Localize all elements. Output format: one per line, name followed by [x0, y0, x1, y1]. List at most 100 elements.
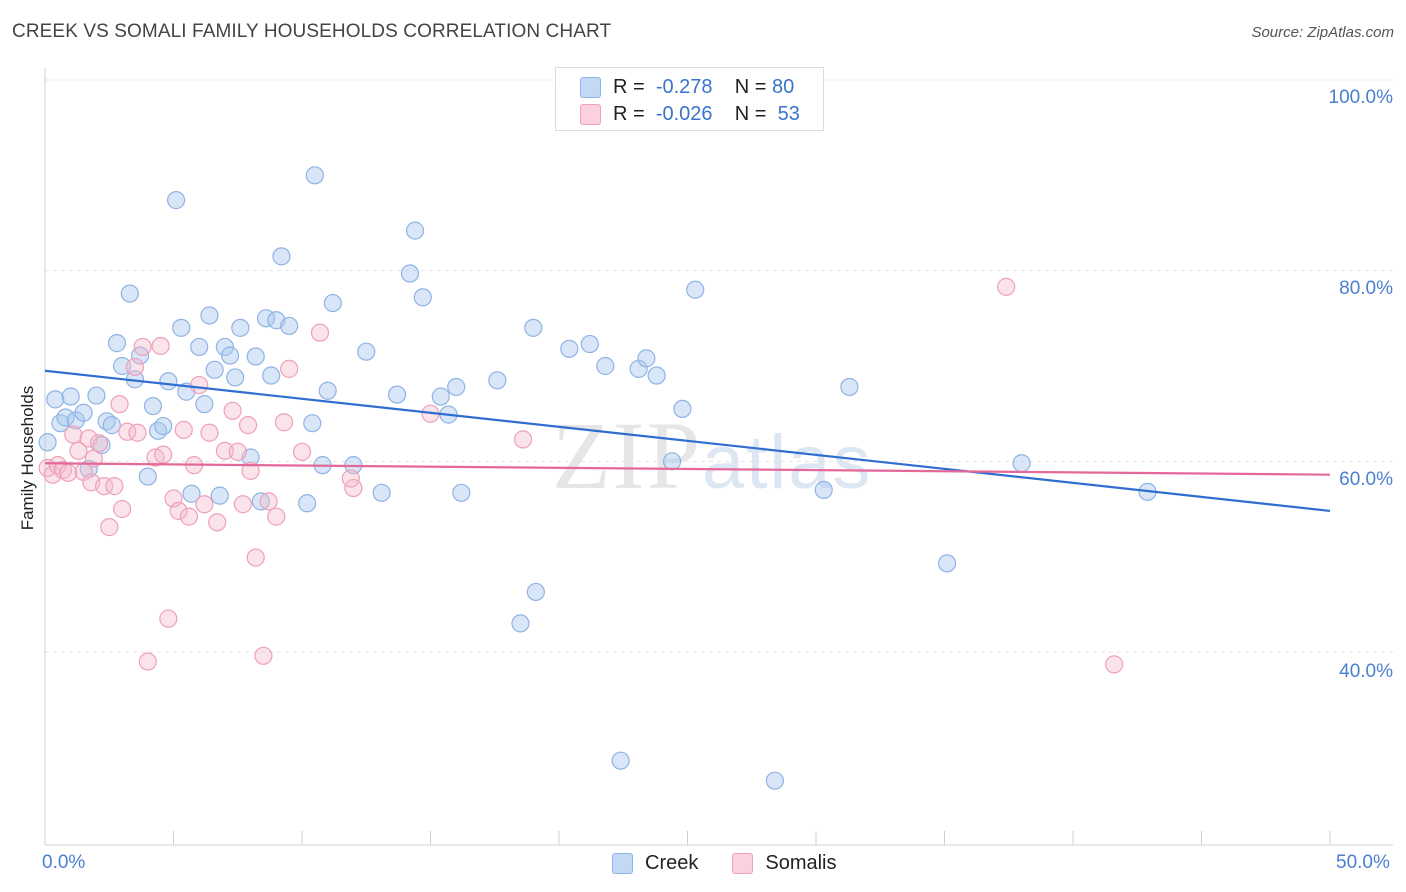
somalis-point-19	[128, 423, 147, 442]
somalis-point-13	[100, 518, 119, 537]
somalis-point-25	[159, 609, 178, 628]
somalis-point-11	[89, 434, 109, 453]
y-tick-label-60: 60.0%	[1339, 469, 1393, 490]
creek-point-33	[226, 368, 245, 387]
somalis-point-23	[151, 336, 170, 356]
creek-point-17	[138, 467, 157, 486]
legend-n-value-creek: 80	[772, 75, 795, 98]
creek-point-54	[413, 288, 432, 307]
creek-point-0	[38, 433, 57, 452]
y-axis-label: Family Households	[18, 385, 37, 531]
somalis-point-28	[174, 420, 193, 439]
x-tick-label-50: 50.0%	[1336, 852, 1390, 873]
series-legend-somalis: Somalis	[732, 852, 837, 875]
creek-point-70	[662, 452, 682, 471]
creek-point-37	[251, 492, 270, 511]
creek-point-1	[46, 390, 65, 409]
somalis-point-47	[292, 442, 312, 461]
correlation-legend: R = -0.278 N = 80 R = -0.026 N = 53	[555, 67, 824, 131]
creek-point-30	[210, 486, 229, 505]
somalis-point-24	[154, 445, 173, 464]
creek-point-28	[200, 306, 219, 325]
creek-point-34	[231, 318, 250, 337]
creek-point-49	[357, 342, 376, 361]
somalis-point-5	[64, 425, 83, 444]
creek-point-3	[56, 408, 75, 427]
series-label-creek: Creek	[645, 852, 699, 874]
creek-point-50	[372, 483, 391, 502]
somalis-point-15	[110, 395, 129, 414]
legend-n-label: N =	[734, 102, 767, 125]
somalis-point-6	[69, 441, 88, 460]
somalis-point-53	[1105, 655, 1124, 674]
creek-point-29	[205, 360, 224, 379]
somalis-point-4	[59, 463, 78, 482]
creek-point-52	[400, 264, 420, 283]
y-tick-label-40: 40.0%	[1339, 661, 1393, 682]
creek-point-61	[524, 318, 543, 337]
creek-point-21	[159, 372, 178, 391]
creek-point-5	[66, 411, 85, 430]
creek-point-42	[272, 247, 291, 266]
y-tick-label-100: 100.0%	[1328, 87, 1393, 108]
somalis-point-37	[228, 442, 247, 461]
somalis-point-20	[133, 337, 152, 357]
creek-point-8	[87, 386, 106, 405]
somalis-point-46	[280, 359, 299, 378]
legend-r-label: R =	[613, 75, 645, 98]
creek-point-20	[154, 416, 173, 436]
somalis-point-16	[112, 499, 132, 519]
creek-point-41	[280, 316, 299, 336]
somalis-point-45	[274, 413, 294, 432]
creek-point-53	[405, 221, 425, 240]
somalis-point-39	[238, 416, 258, 435]
y-tick-label-80: 80.0%	[1339, 278, 1393, 299]
creek-point-22	[166, 191, 186, 210]
creek-point-44	[303, 414, 322, 433]
creek-point-73	[765, 771, 784, 790]
creek-point-57	[447, 377, 466, 397]
legend-n-value-somalis: 53	[777, 102, 800, 125]
chart-title: CREEK VS SOMALI FAMILY HOUSEHOLDS CORREL…	[12, 21, 612, 42]
somalis-point-32	[195, 495, 214, 514]
creek-point-11	[102, 416, 121, 435]
source-label: Source: ZipAtlas.com	[1251, 24, 1394, 41]
watermark-zip: ZIP	[552, 402, 702, 509]
x-tick-label-0: 0.0%	[42, 852, 86, 873]
somalis-point-1	[43, 465, 62, 484]
legend-swatch-creek	[580, 76, 601, 98]
creek-trend-line	[44, 369, 1331, 513]
somalis-point-33	[200, 423, 219, 442]
creek-point-74	[814, 480, 833, 500]
somalis-point-29	[179, 507, 199, 526]
somalis-point-43	[259, 492, 278, 511]
watermark: ZIPatlas	[552, 400, 873, 511]
legend-r-value-somalis: -0.026	[655, 102, 713, 125]
somalis-point-12	[95, 477, 114, 496]
series-label-somalis: Somalis	[765, 852, 837, 874]
watermark-atlas: atlas	[702, 420, 873, 505]
creek-point-46	[318, 381, 337, 400]
somalis-point-54	[341, 469, 360, 488]
somalis-point-44	[267, 507, 286, 526]
legend-row-creek: R = -0.278 N = 80	[580, 75, 794, 99]
creek-point-66	[611, 751, 630, 770]
series-legend: Creek Somalis	[612, 852, 871, 875]
somalis-point-38	[233, 495, 252, 514]
creek-point-60	[511, 614, 530, 633]
creek-point-13	[112, 356, 132, 376]
creek-point-63	[560, 339, 579, 358]
somalis-point-34	[208, 513, 227, 532]
legend-r-label: R =	[613, 102, 645, 125]
somalis-point-36	[223, 401, 242, 420]
somalis-point-52	[997, 277, 1016, 296]
creek-point-43	[298, 494, 317, 513]
creek-point-79	[305, 166, 324, 185]
somalis-point-40	[241, 461, 260, 480]
somalis-point-31	[190, 375, 209, 395]
creek-point-71	[673, 399, 692, 418]
somalis-point-8	[79, 429, 98, 448]
creek-point-18	[143, 396, 163, 416]
creek-point-65	[596, 356, 615, 376]
creek-point-23	[172, 318, 191, 337]
